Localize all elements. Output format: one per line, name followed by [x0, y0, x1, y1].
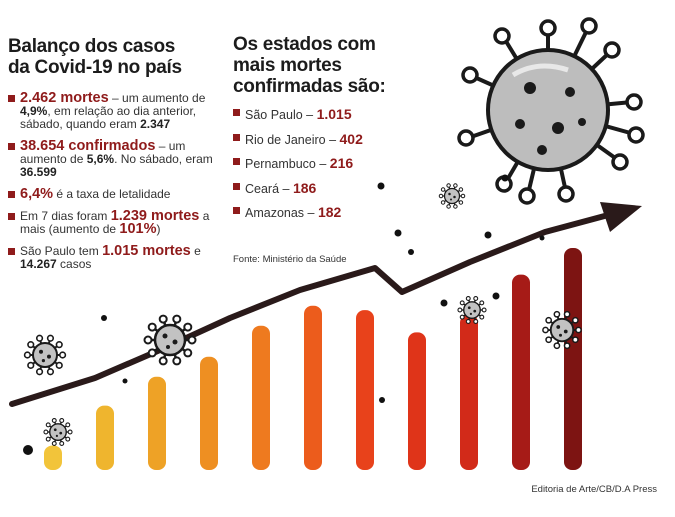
state-name: São Paulo –: [245, 108, 317, 122]
fact-bold: 2.347: [140, 117, 171, 131]
state-item: Pernambuco – 216: [233, 155, 413, 172]
trend-arrow: [9, 211, 615, 407]
bar: [512, 274, 530, 470]
bar: [252, 325, 270, 470]
bar-group: [44, 248, 582, 470]
small-virus-icon: [43, 418, 73, 446]
state-item: São Paulo – 1.015: [233, 106, 413, 123]
fact-item: 38.654 confirmados – um aumento de 5,6%.…: [8, 138, 223, 179]
small-virus-icon: [143, 314, 197, 366]
state-value: 182: [317, 204, 342, 220]
fact-item: 2.462 mortes – um aumento de 4,9%, em re…: [8, 90, 223, 131]
right-title-line: mais mortes: [233, 55, 342, 76]
fact-highlight: 38.654 confirmados: [20, 138, 156, 154]
state-value: 186: [292, 179, 317, 196]
fact-bold: 36.599: [20, 165, 57, 179]
facts-list: 2.462 mortes – um aumento de 4,9%, em re…: [8, 90, 223, 280]
bar: [96, 405, 114, 470]
fact-item: Em 7 dias foram 1.239 mortes a mais (aum…: [8, 208, 223, 237]
bar: [356, 310, 374, 470]
state-name: Ceará –: [245, 181, 293, 196]
source-note: Fonte: Ministério da Saúde: [233, 254, 347, 265]
fact-bold: 4,9%: [20, 104, 48, 118]
bar: [200, 356, 218, 470]
states-list: São Paulo – 1.015 Rio de Janeiro – 402 P…: [233, 106, 413, 229]
fact-bold: 5,6%: [86, 152, 115, 166]
fact-highlight: 2.462 mortes: [20, 90, 109, 106]
credit-note: Editoria de Arte/CB/D.A Press: [531, 484, 657, 495]
fact-text: casos: [56, 257, 92, 271]
fact-item: São Paulo tem 1.015 mortes e 14.267 caso…: [8, 243, 223, 271]
fact-text: , em relação ao dia anterior, sábado, qu…: [20, 104, 197, 131]
bar: [44, 445, 62, 470]
state-value: 402: [339, 130, 363, 147]
fact-text: São Paulo tem: [20, 244, 103, 258]
state-name: Amazonas –: [245, 206, 318, 220]
fact-text: a mais (aumento de: [20, 209, 210, 236]
dot-group: [23, 174, 545, 455]
arrow-head-icon: [600, 202, 642, 232]
state-value: 216: [329, 155, 354, 171]
state-item: Rio de Janeiro – 402: [233, 131, 413, 148]
fact-highlight: 6,4%: [20, 186, 54, 202]
state-name: Pernambuco –: [245, 157, 330, 171]
fact-highlight: 101%: [119, 221, 157, 237]
fact-bold: 14.267: [20, 257, 57, 271]
state-name: Rio de Janeiro –: [245, 132, 340, 147]
bar: [408, 332, 426, 470]
fact-text: Em 7 dias foram: [20, 209, 111, 223]
fact-text: é a taxa de letalidade: [53, 187, 171, 201]
state-value: 1.015: [316, 106, 352, 122]
fact-text: ): [156, 222, 161, 236]
fact-highlight: 1.239 mortes: [110, 208, 200, 224]
bar: [148, 376, 166, 470]
fact-highlight: 1.015 mortes: [102, 243, 191, 259]
right-title-line: Os estados com: [233, 34, 376, 55]
bar: [564, 248, 582, 470]
fact-text: – um aumento de: [108, 91, 206, 105]
bar: [304, 305, 322, 470]
left-title-line: da Covid-19 no país: [8, 57, 182, 78]
fact-item: 6,4% é a taxa de letalidade: [8, 186, 223, 202]
fact-text: . No sábado, eram: [114, 152, 213, 166]
left-title: Balanço dos casos da Covid-19 no país: [8, 36, 218, 78]
virus-icon: [457, 17, 645, 205]
small-virus-icon: [23, 334, 67, 376]
small-virus-icon: [542, 310, 582, 350]
state-item: Amazonas – 182: [233, 204, 413, 221]
small-virus-icon: [457, 296, 487, 324]
right-title: Os estados com mais mortes confirmadas s…: [233, 34, 423, 97]
right-title-line: confirmadas são:: [233, 76, 386, 97]
fact-text: – um aumento de: [20, 139, 186, 166]
state-item: Ceará – 186: [233, 180, 413, 197]
bar: [460, 314, 478, 470]
small-virus-icon: [438, 183, 466, 209]
fact-text: e: [190, 244, 201, 258]
left-title-line: Balanço dos casos: [8, 36, 176, 57]
